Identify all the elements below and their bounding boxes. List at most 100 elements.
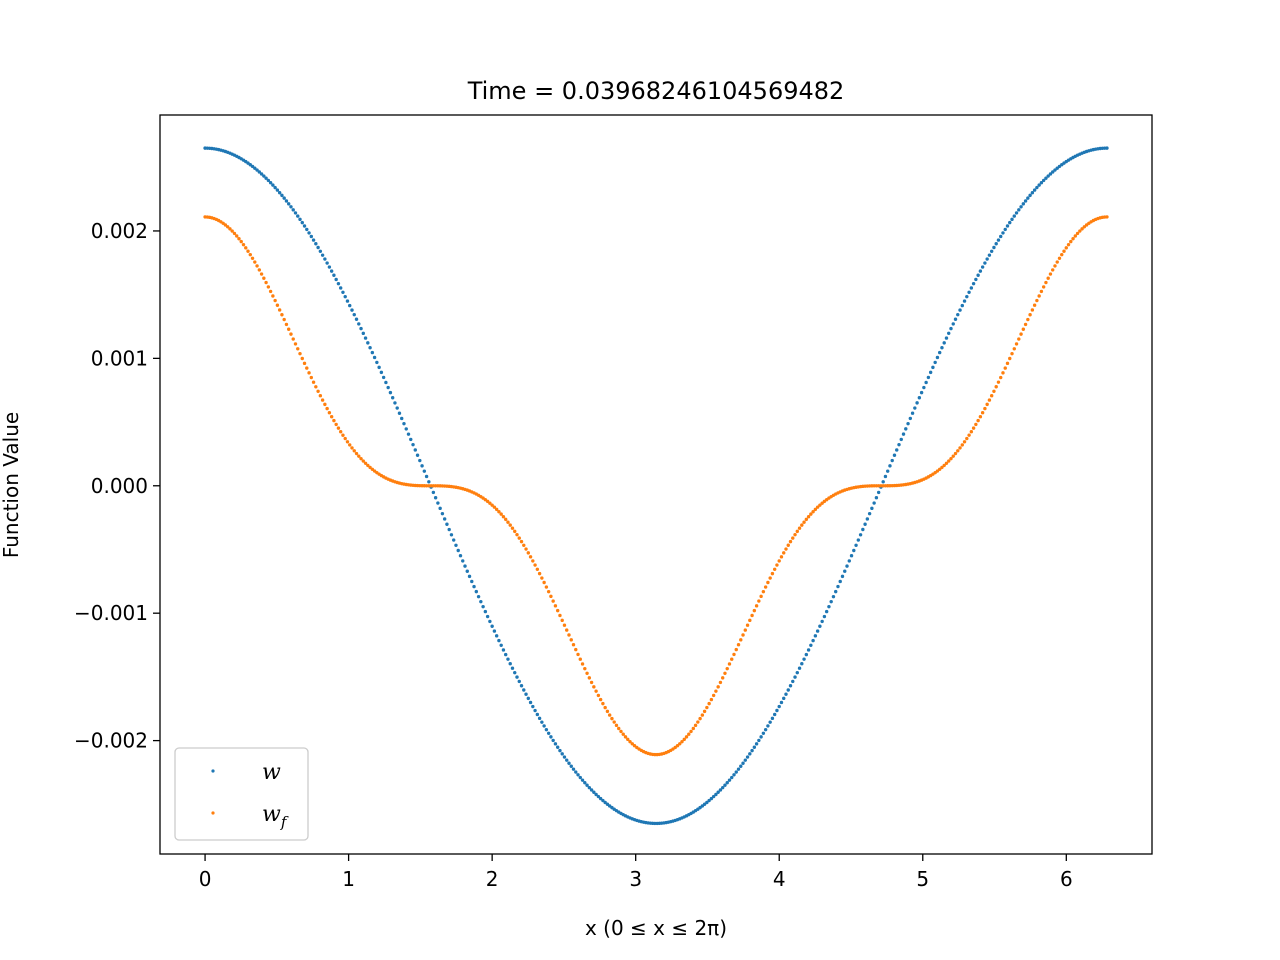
data-point (761, 731, 766, 735)
data-point (488, 501, 492, 505)
data-point (1080, 227, 1084, 231)
y-tick-label: 0.000 (91, 474, 148, 498)
data-point (989, 249, 994, 253)
data-point (727, 662, 732, 666)
data-point (1023, 199, 1028, 203)
data-point (535, 712, 540, 717)
data-point (311, 238, 316, 242)
data-point (926, 375, 931, 380)
data-point (390, 396, 395, 400)
data-point (886, 469, 890, 473)
data-point (730, 775, 734, 780)
data-point (296, 347, 300, 351)
data-point (510, 666, 515, 670)
data-point (323, 402, 327, 407)
data-point (558, 748, 562, 753)
data-point (325, 406, 329, 411)
data-point (928, 370, 933, 375)
data-point (569, 764, 573, 768)
data-point (474, 589, 479, 594)
data-point (974, 277, 978, 282)
data-point (499, 643, 503, 648)
data-point (849, 554, 854, 558)
data-point (718, 680, 723, 685)
data-point (942, 463, 946, 468)
data-point (513, 670, 517, 675)
data-point (1053, 168, 1057, 172)
data-point (580, 778, 585, 782)
data-point (1014, 211, 1019, 215)
data-point (987, 398, 992, 402)
y-axis: 0.002 0.001 0.000 −0.001 −0.002 (74, 219, 160, 753)
data-point (463, 564, 467, 568)
data-point (1001, 371, 1005, 375)
data-point (456, 548, 460, 553)
data-point (1028, 193, 1032, 198)
data-point (791, 679, 795, 684)
data-point (248, 252, 252, 257)
data-point (770, 571, 775, 576)
data-point (1035, 185, 1039, 190)
data-point (987, 253, 992, 257)
data-point (1012, 347, 1016, 351)
data-point (499, 512, 503, 516)
data-point (250, 256, 255, 261)
data-point (777, 704, 781, 709)
x-tick-label: 6 (1060, 867, 1073, 891)
data-point (293, 342, 298, 346)
data-point (806, 648, 811, 652)
data-point (804, 517, 809, 522)
y-tick-label: 0.001 (91, 346, 148, 370)
data-point (409, 437, 413, 442)
data-point (958, 446, 962, 450)
data-point (770, 716, 775, 721)
data-point (752, 745, 757, 749)
data-point (574, 647, 578, 652)
data-point (1048, 172, 1053, 176)
data-point (302, 361, 307, 366)
y-tick-label: 0.002 (91, 219, 148, 243)
data-point (275, 188, 280, 192)
data-point (506, 657, 510, 661)
data-point (320, 398, 325, 402)
data-point (761, 589, 766, 594)
data-point (727, 778, 732, 782)
data-point (1012, 214, 1016, 218)
data-point (558, 613, 562, 618)
data-point (847, 559, 851, 563)
data-point (809, 512, 813, 516)
data-point (1105, 215, 1109, 219)
chart-title: Time = 0.03968246104569482 (467, 77, 845, 105)
legend-marker-w (211, 769, 215, 773)
data-point (1021, 202, 1026, 206)
data-point (302, 224, 307, 228)
data-point (488, 619, 492, 624)
data-point (560, 752, 564, 756)
data-point (524, 692, 528, 696)
data-point (436, 501, 440, 505)
data-point (1035, 298, 1039, 303)
data-point (291, 208, 295, 212)
data-point (284, 322, 289, 327)
data-point (449, 533, 454, 537)
data-point (587, 676, 592, 680)
data-point (307, 371, 311, 375)
data-point (772, 567, 777, 571)
data-point (730, 657, 734, 661)
data-point (818, 624, 822, 628)
data-point (721, 785, 725, 790)
data-point (560, 618, 564, 623)
data-point (899, 437, 903, 442)
data-point (1055, 260, 1059, 264)
data-point (361, 331, 365, 336)
data-point (228, 227, 232, 231)
data-point (980, 410, 985, 415)
data-point (745, 755, 750, 759)
data-point (280, 313, 284, 317)
data-point (289, 205, 293, 209)
data-point (1066, 242, 1071, 247)
data-point (748, 618, 752, 623)
data-point (447, 527, 451, 532)
data-point (377, 365, 381, 370)
data-point (890, 458, 894, 463)
